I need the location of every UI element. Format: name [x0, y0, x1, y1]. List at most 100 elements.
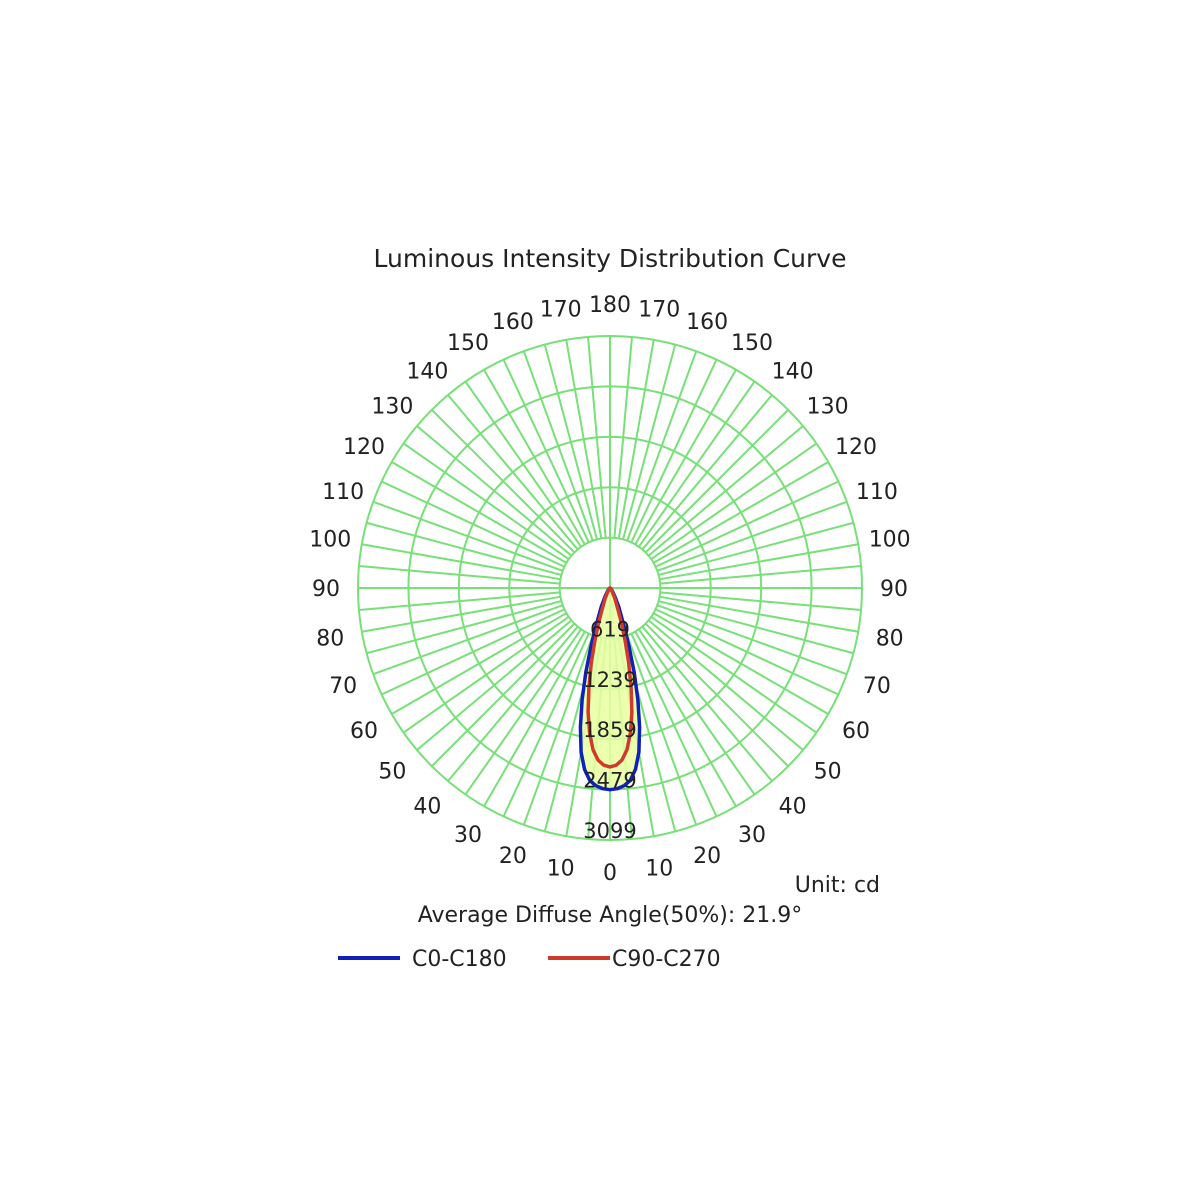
angle-label: 150 [447, 331, 489, 356]
grid-spoke [656, 500, 848, 572]
grid-spoke [656, 604, 848, 676]
series-curve-c90-c270 [586, 586, 634, 769]
angle-label: 80 [316, 626, 344, 651]
grid-spoke [659, 543, 859, 581]
grid-spoke [447, 625, 579, 782]
angle-label: 20 [499, 844, 527, 869]
grid-spoke [650, 442, 817, 561]
grid-spoke [647, 619, 804, 751]
unit-label: Unit: cd [795, 873, 880, 898]
angle-label: 20 [693, 844, 721, 869]
grid-spoke [372, 604, 564, 676]
legend-label-c0-c180: C0-C180 [412, 947, 507, 972]
grid-spoke [464, 381, 583, 548]
angle-label: 50 [378, 760, 406, 785]
grid-spoke [626, 350, 698, 542]
grid-spoke [416, 619, 573, 751]
angle-label: 140 [772, 359, 814, 384]
grid-spoke [483, 369, 586, 546]
grid-spoke [431, 622, 576, 767]
grid-spoke [641, 625, 773, 782]
grid-spoke [361, 595, 561, 633]
angle-label: 0 [603, 861, 617, 886]
angle-label: 40 [779, 795, 807, 820]
grid-spoke [483, 630, 586, 807]
grid-spoke [416, 425, 573, 557]
series-curve-c0-c180 [578, 586, 642, 792]
grid-spoke [630, 632, 718, 817]
angle-label: 100 [869, 528, 911, 553]
grid-spoke [565, 339, 603, 539]
angle-label: 110 [856, 480, 898, 505]
angle-label: 130 [807, 394, 849, 419]
grid-spoke [391, 612, 568, 715]
grid-spoke [634, 630, 737, 807]
chart-title: Luminous Intensity Distribution Curve [374, 244, 847, 273]
angle-label: 40 [413, 795, 441, 820]
series-curves [578, 586, 642, 792]
grid-spoke [366, 521, 562, 577]
grid-spoke [658, 599, 854, 655]
grid-spoke [358, 591, 561, 611]
angle-label: 120 [343, 435, 385, 460]
grid-spoke [372, 500, 564, 572]
grid-spoke [543, 344, 599, 540]
angle-label: 170 [540, 297, 582, 322]
grid-spoke [502, 359, 590, 544]
grid-spoke [644, 622, 789, 767]
ring-label: 3099 [583, 819, 636, 843]
grid-spoke [403, 615, 570, 734]
grid-spoke [464, 628, 583, 795]
legend: C0-C180 C90-C270 [338, 947, 721, 972]
angle-label: 10 [547, 857, 575, 882]
grid-spoke [447, 394, 579, 551]
grid-spoke [391, 461, 568, 564]
angle-label: 160 [686, 310, 728, 335]
grid-spoke [652, 461, 829, 564]
grid-spoke [626, 634, 698, 826]
angle-label: 50 [814, 760, 842, 785]
grid-spoke [587, 336, 607, 539]
angle-label: 90 [312, 577, 340, 602]
angle-label: 110 [322, 480, 364, 505]
grid-spoke [361, 543, 561, 581]
ring-label: 619 [590, 617, 630, 641]
diffuse-angle-note: Average Diffuse Angle(50%): 21.9° [418, 903, 803, 928]
grid-spoke [617, 339, 655, 539]
grid-spoke [652, 612, 829, 715]
grid-spoke [522, 350, 594, 542]
grid-spoke [647, 425, 804, 557]
angle-label: 130 [371, 394, 413, 419]
angle-label: 170 [638, 297, 680, 322]
legend-label-c90-c270: C90-C270 [612, 947, 721, 972]
angle-label: 140 [406, 359, 448, 384]
angle-label: 70 [863, 674, 891, 699]
grid-spoke [641, 394, 773, 551]
grid-spoke [654, 480, 839, 568]
grid-spoke [644, 409, 789, 554]
ring-label: 2479 [583, 769, 636, 793]
grid-spoke [634, 369, 737, 546]
angle-label: 10 [645, 857, 673, 882]
grid-spoke [502, 632, 590, 817]
ring-labels: 619 1239 1859 2479 3099 [583, 617, 636, 843]
grid-spoke [431, 409, 576, 554]
grid-spoke [658, 521, 854, 577]
angle-label: 60 [350, 719, 378, 744]
grid-spoke [659, 595, 859, 633]
angle-label: 30 [738, 823, 766, 848]
grid-spoke [381, 608, 566, 696]
grid-spoke [650, 615, 817, 734]
grid-spoke [659, 591, 862, 611]
angle-label: 80 [876, 626, 904, 651]
angle-labels: 0102030405060708090100110120130140150160… [309, 293, 910, 886]
angle-label: 180 [589, 293, 631, 318]
angle-label: 60 [842, 719, 870, 744]
grid-spoke [637, 628, 756, 795]
grid-spoke [630, 359, 718, 544]
grid-spoke [358, 565, 561, 585]
angle-label: 160 [492, 310, 534, 335]
grid-spoke [522, 634, 594, 826]
angle-label: 30 [454, 823, 482, 848]
